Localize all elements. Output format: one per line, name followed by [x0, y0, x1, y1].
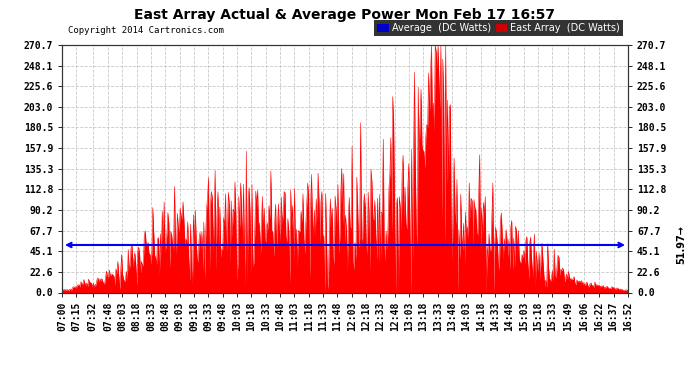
Text: 51.97→: 51.97→	[676, 225, 687, 264]
Text: Copyright 2014 Cartronics.com: Copyright 2014 Cartronics.com	[68, 26, 224, 35]
Text: East Array Actual & Average Power Mon Feb 17 16:57: East Array Actual & Average Power Mon Fe…	[135, 8, 555, 21]
Legend: Average  (DC Watts), East Array  (DC Watts): Average (DC Watts), East Array (DC Watts…	[374, 20, 623, 36]
